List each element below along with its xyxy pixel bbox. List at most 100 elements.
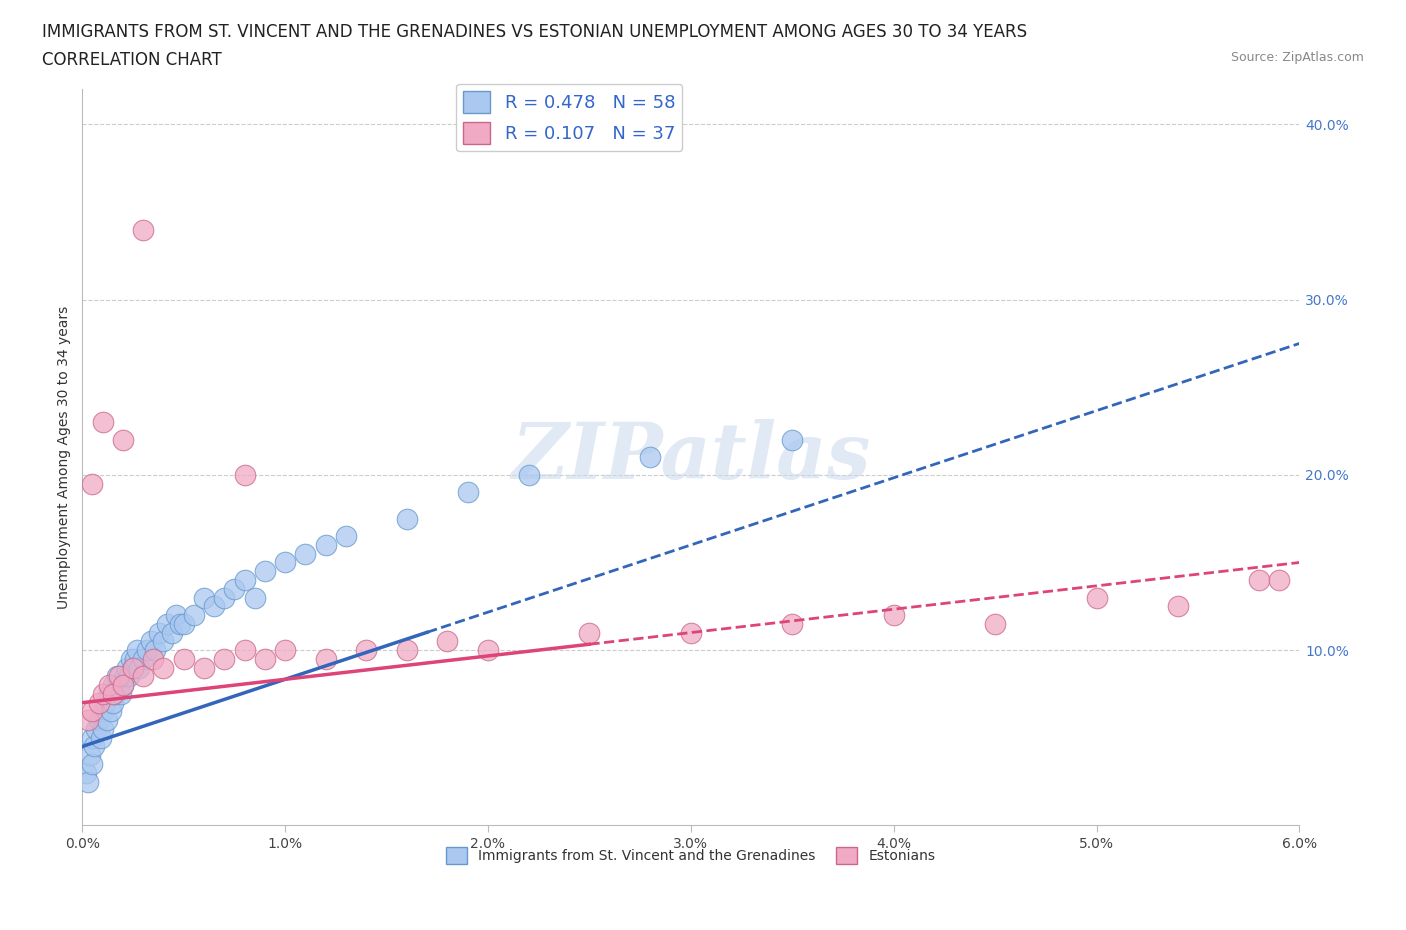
Point <box>214 591 236 605</box>
Point <box>142 651 165 666</box>
Point <box>136 643 159 658</box>
Text: ZIPatlas: ZIPatlas <box>512 419 870 496</box>
Point <box>517 468 540 483</box>
Point <box>96 712 118 727</box>
Point <box>1268 573 1291 588</box>
Point <box>82 704 104 719</box>
Point <box>152 660 174 675</box>
Point <box>107 678 129 693</box>
Point <box>214 651 236 666</box>
Point <box>253 651 276 666</box>
Point <box>111 678 134 693</box>
Point <box>107 669 129 684</box>
Point <box>143 643 166 658</box>
Point <box>82 756 104 771</box>
Point <box>224 581 246 596</box>
Point <box>114 669 136 684</box>
Point <box>105 669 128 684</box>
Point <box>122 660 145 675</box>
Point <box>86 722 108 737</box>
Point <box>124 651 146 666</box>
Point <box>93 696 115 711</box>
Text: Source: ZipAtlas.com: Source: ZipAtlas.com <box>1230 51 1364 64</box>
Point <box>780 617 803 631</box>
Point <box>165 607 187 622</box>
Legend: Immigrants from St. Vincent and the Grenadines, Estonians: Immigrants from St. Vincent and the Gren… <box>440 842 941 870</box>
Point <box>169 617 191 631</box>
Point <box>638 450 661 465</box>
Point <box>91 415 114 430</box>
Point <box>132 222 155 237</box>
Point <box>101 686 124 701</box>
Point <box>315 651 337 666</box>
Point <box>82 476 104 491</box>
Point <box>173 617 195 631</box>
Point <box>780 432 803 447</box>
Point <box>91 722 114 737</box>
Point <box>395 512 418 526</box>
Point <box>141 634 163 649</box>
Y-axis label: Unemployment Among Ages 30 to 34 years: Unemployment Among Ages 30 to 34 years <box>58 306 72 609</box>
Point <box>274 643 297 658</box>
Point <box>97 686 120 701</box>
Point <box>132 669 155 684</box>
Point <box>883 607 905 622</box>
Point <box>193 591 215 605</box>
Point <box>122 660 145 675</box>
Point <box>148 625 170 640</box>
Point <box>128 660 150 675</box>
Point <box>132 651 155 666</box>
Point <box>984 617 1007 631</box>
Point <box>233 643 256 658</box>
Text: CORRELATION CHART: CORRELATION CHART <box>42 51 222 69</box>
Point <box>87 712 110 727</box>
Text: IMMIGRANTS FROM ST. VINCENT AND THE GRENADINES VS ESTONIAN UNEMPLOYMENT AMONG AG: IMMIGRANTS FROM ST. VINCENT AND THE GREN… <box>42 23 1028 41</box>
Point <box>118 669 141 684</box>
Point <box>315 538 337 552</box>
Point <box>77 774 100 789</box>
Point <box>110 686 132 701</box>
Point <box>395 643 418 658</box>
Point <box>679 625 702 640</box>
Point <box>233 468 256 483</box>
Point <box>101 678 124 693</box>
Point <box>77 712 100 727</box>
Point <box>335 529 357 544</box>
Point <box>477 643 499 658</box>
Point <box>233 573 256 588</box>
Point <box>436 634 458 649</box>
Point <box>160 625 183 640</box>
Point <box>115 660 138 675</box>
Point <box>104 686 127 701</box>
Point <box>120 651 142 666</box>
Point <box>253 564 276 578</box>
Point <box>1085 591 1108 605</box>
Point <box>101 696 124 711</box>
Point <box>79 748 101 763</box>
Point <box>202 599 225 614</box>
Point <box>83 739 105 754</box>
Point <box>156 617 179 631</box>
Point <box>243 591 266 605</box>
Point <box>356 643 378 658</box>
Point <box>97 678 120 693</box>
Point <box>1247 573 1270 588</box>
Point <box>91 686 114 701</box>
Point <box>111 432 134 447</box>
Point <box>173 651 195 666</box>
Point <box>193 660 215 675</box>
Point <box>152 634 174 649</box>
Point <box>1167 599 1189 614</box>
Point <box>87 696 110 711</box>
Point <box>90 730 112 745</box>
Point <box>111 678 134 693</box>
Point <box>294 546 316 561</box>
Point <box>125 643 148 658</box>
Point <box>457 485 479 499</box>
Point <box>82 730 104 745</box>
Point <box>91 704 114 719</box>
Point <box>75 765 97 780</box>
Point <box>578 625 600 640</box>
Point <box>100 704 122 719</box>
Point <box>183 607 205 622</box>
